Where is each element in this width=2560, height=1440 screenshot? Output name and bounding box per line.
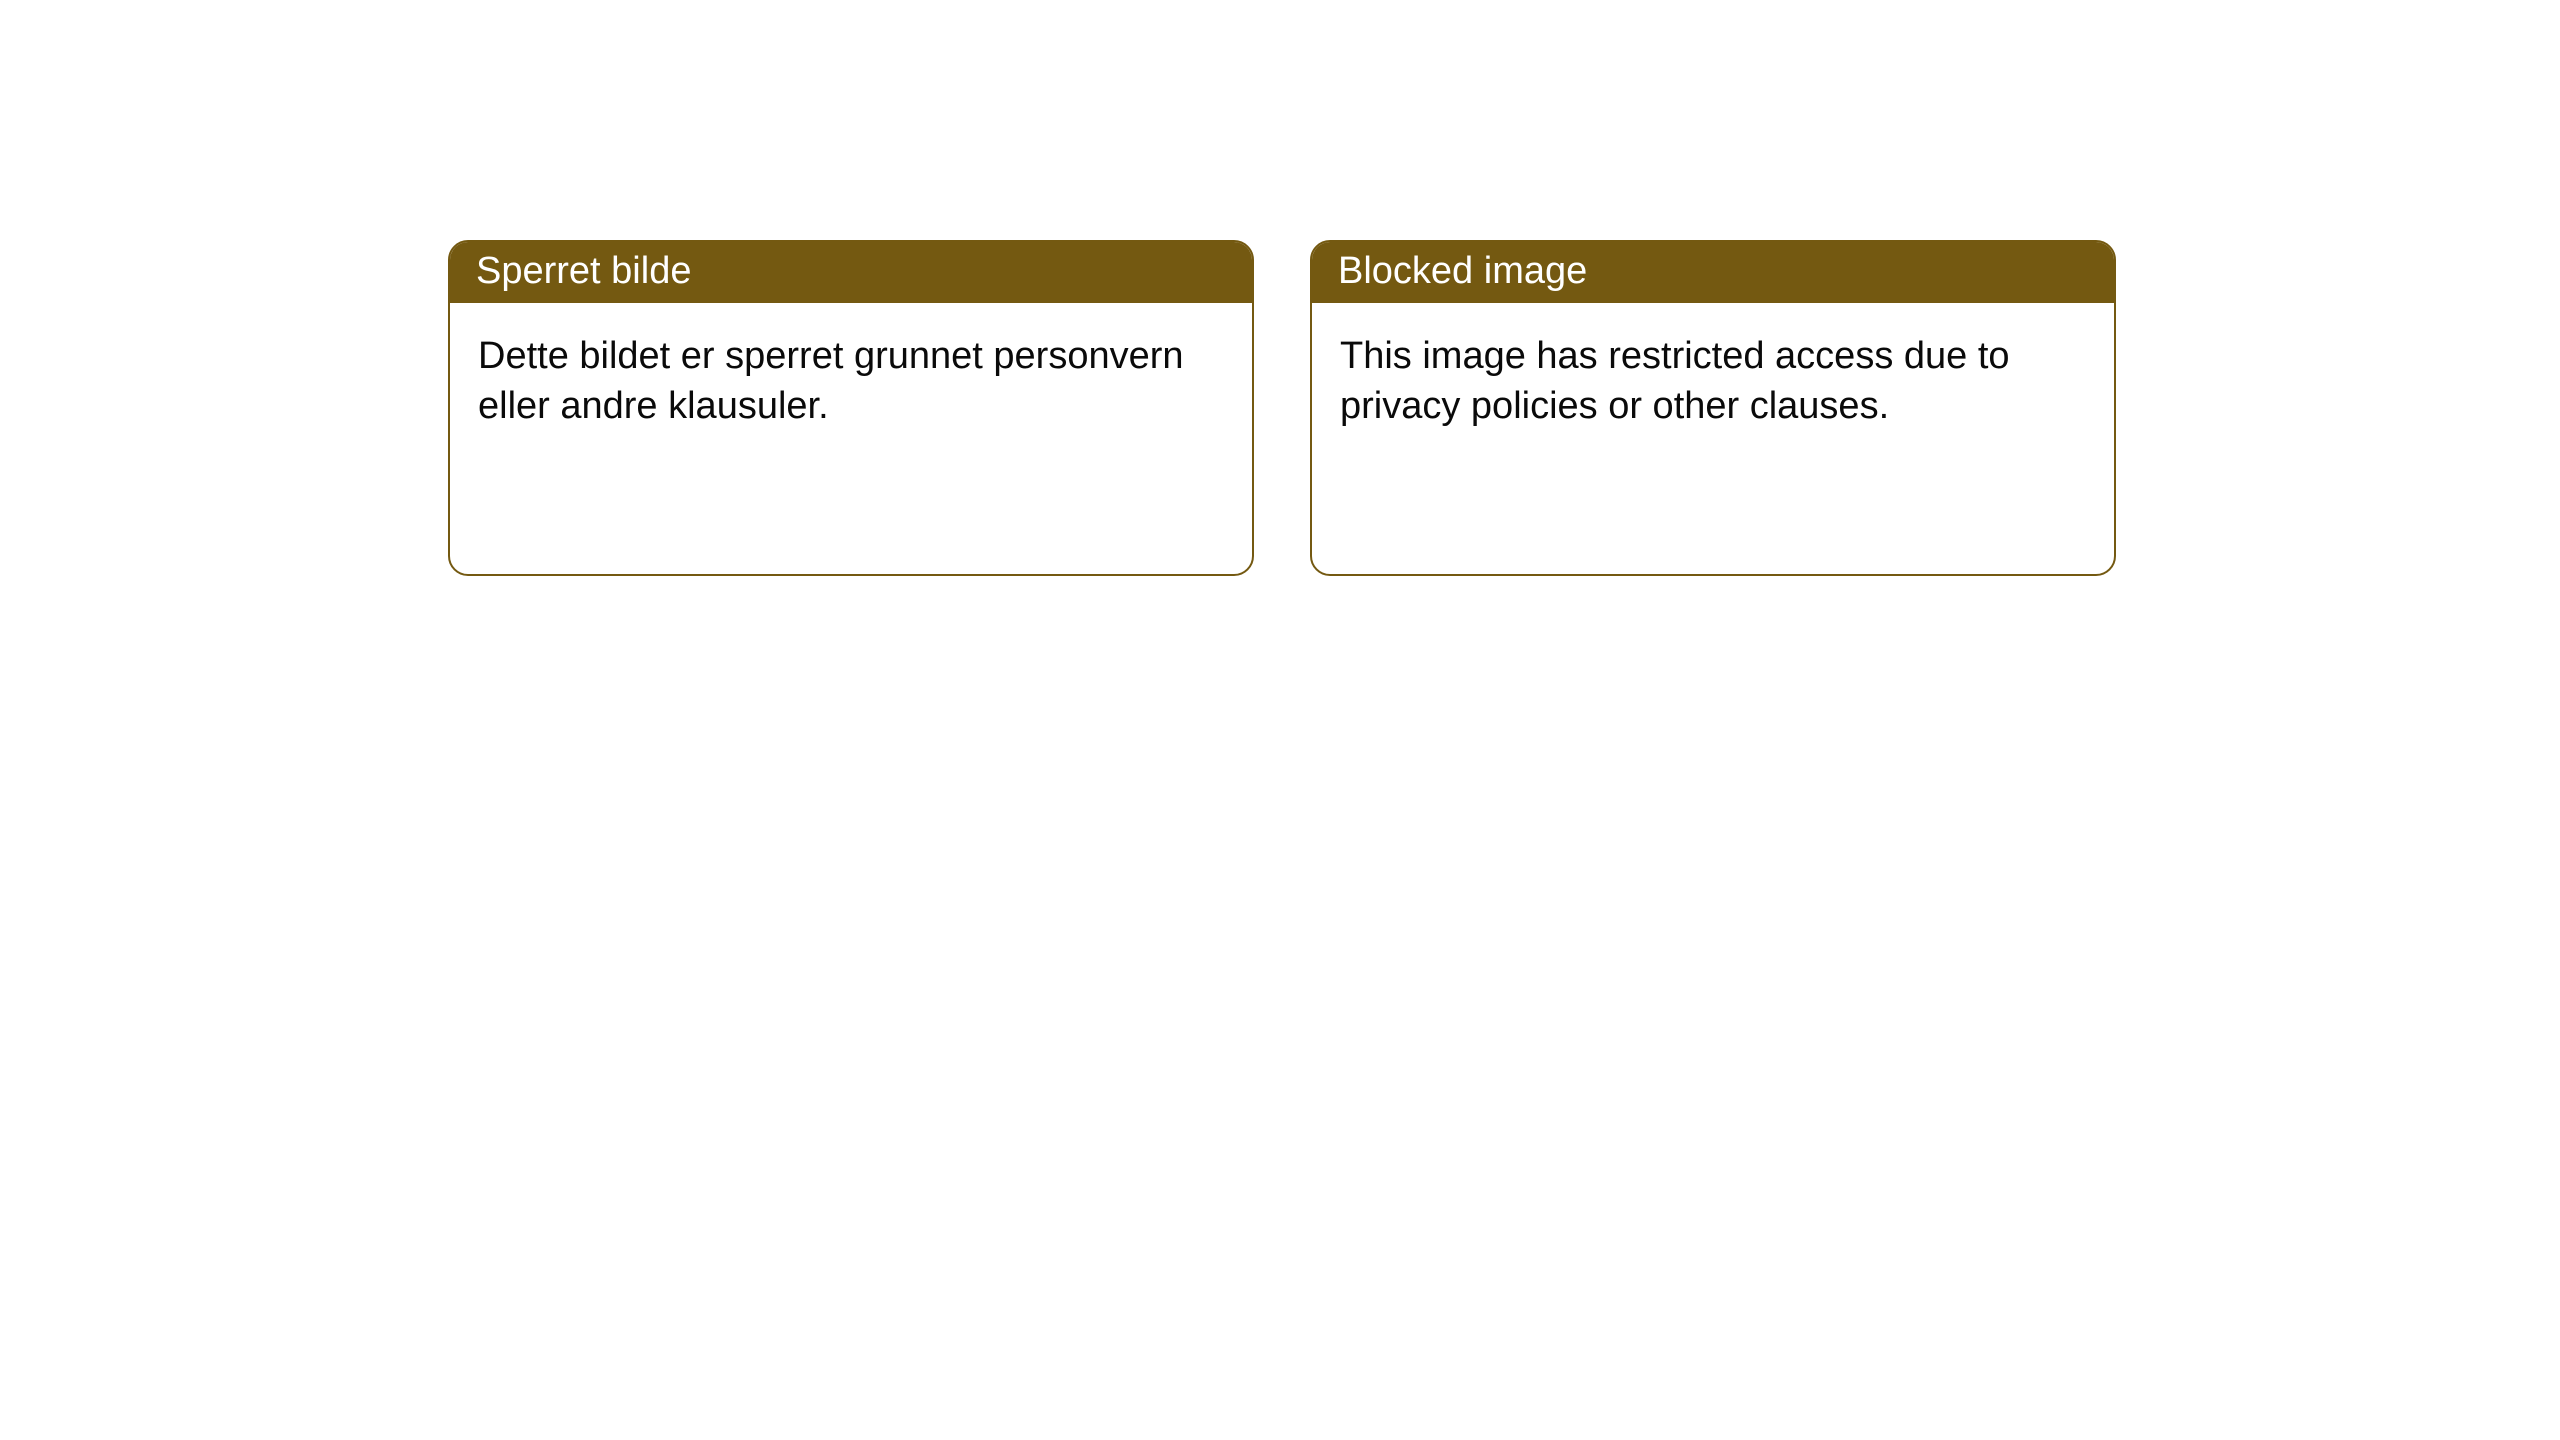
notice-card-en: Blocked image This image has restricted … [1310, 240, 2116, 576]
notice-card-no: Sperret bilde Dette bildet er sperret gr… [448, 240, 1254, 576]
card-header-no: Sperret bilde [450, 242, 1252, 303]
card-body-no: Dette bildet er sperret grunnet personve… [450, 303, 1252, 459]
card-body-en: This image has restricted access due to … [1312, 303, 2114, 459]
card-header-en: Blocked image [1312, 242, 2114, 303]
notice-card-row: Sperret bilde Dette bildet er sperret gr… [448, 240, 2560, 576]
